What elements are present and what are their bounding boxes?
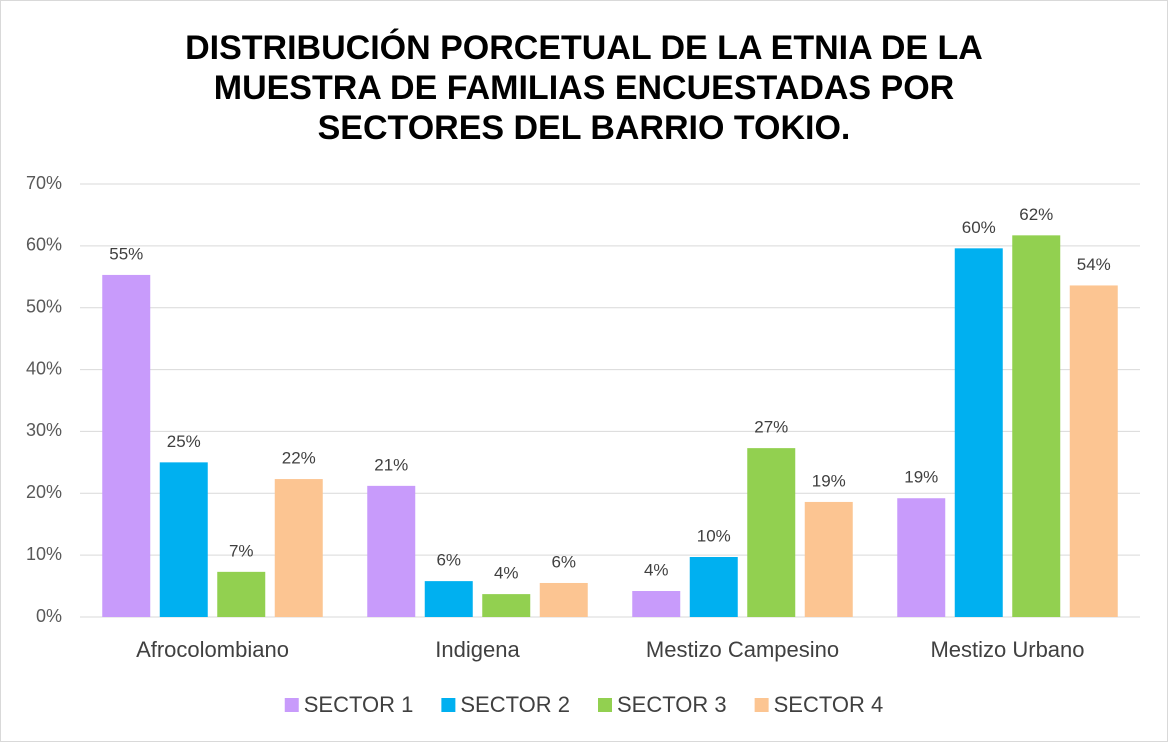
bar [274,479,323,617]
data-label: 55% [109,244,143,263]
data-label: 21% [374,455,408,474]
data-label: 4% [494,564,519,583]
bar [159,462,208,617]
bar [897,498,946,617]
x-tick-label: Indigena [435,637,520,662]
chart-title: DISTRIBUCIÓN PORCETUAL DE LA ETNIA DE LA [185,29,983,67]
legend-swatch [754,698,769,712]
x-tick-label: Mestizo Urbano [930,637,1084,662]
bar [804,501,853,617]
bar [102,274,151,617]
x-tick-label: Mestizo Campesino [646,637,839,662]
data-label: 22% [282,449,316,468]
bar [1012,235,1061,617]
data-label: 10% [697,526,731,545]
data-label: 54% [1077,255,1111,274]
bar [482,594,531,617]
data-label: 6% [551,552,576,571]
bar [539,582,588,617]
x-tick-label: Afrocolombiano [136,637,289,662]
data-label: 6% [436,551,461,570]
bar [954,248,1003,617]
legend-swatch [441,698,456,712]
data-label: 19% [904,468,938,487]
data-label: 27% [754,418,788,437]
data-label: 7% [229,541,254,560]
y-tick-label: 40% [26,358,62,378]
legend-swatch [284,698,299,712]
chart-title: SECTORES DEL BARRIO TOKIO. [318,109,851,147]
bar [747,448,796,617]
y-tick-label: 20% [26,482,62,502]
bar [689,556,738,617]
data-label: 60% [962,218,996,237]
y-tick-label: 30% [26,420,62,440]
bar [1069,285,1118,617]
y-tick-label: 70% [26,173,62,193]
bar [632,591,681,617]
chart-title: MUESTRA DE FAMILIAS ENCUESTADAS POR [214,69,954,107]
bar [424,581,473,617]
y-tick-label: 60% [26,235,62,255]
data-label: 25% [167,432,201,451]
legend-label: SECTOR 2 [460,692,570,717]
data-label: 19% [812,471,846,490]
data-label: 4% [644,561,669,580]
y-tick-label: 0% [36,606,62,626]
bar [367,485,416,617]
y-tick-label: 50% [26,296,62,316]
legend-label: SECTOR 4 [774,692,884,717]
data-label: 62% [1019,205,1053,224]
y-tick-label: 10% [26,544,62,564]
legend-swatch [598,698,612,712]
legend-label: SECTOR 1 [304,692,414,717]
legend-label: SECTOR 3 [617,692,727,717]
bar [217,571,266,617]
